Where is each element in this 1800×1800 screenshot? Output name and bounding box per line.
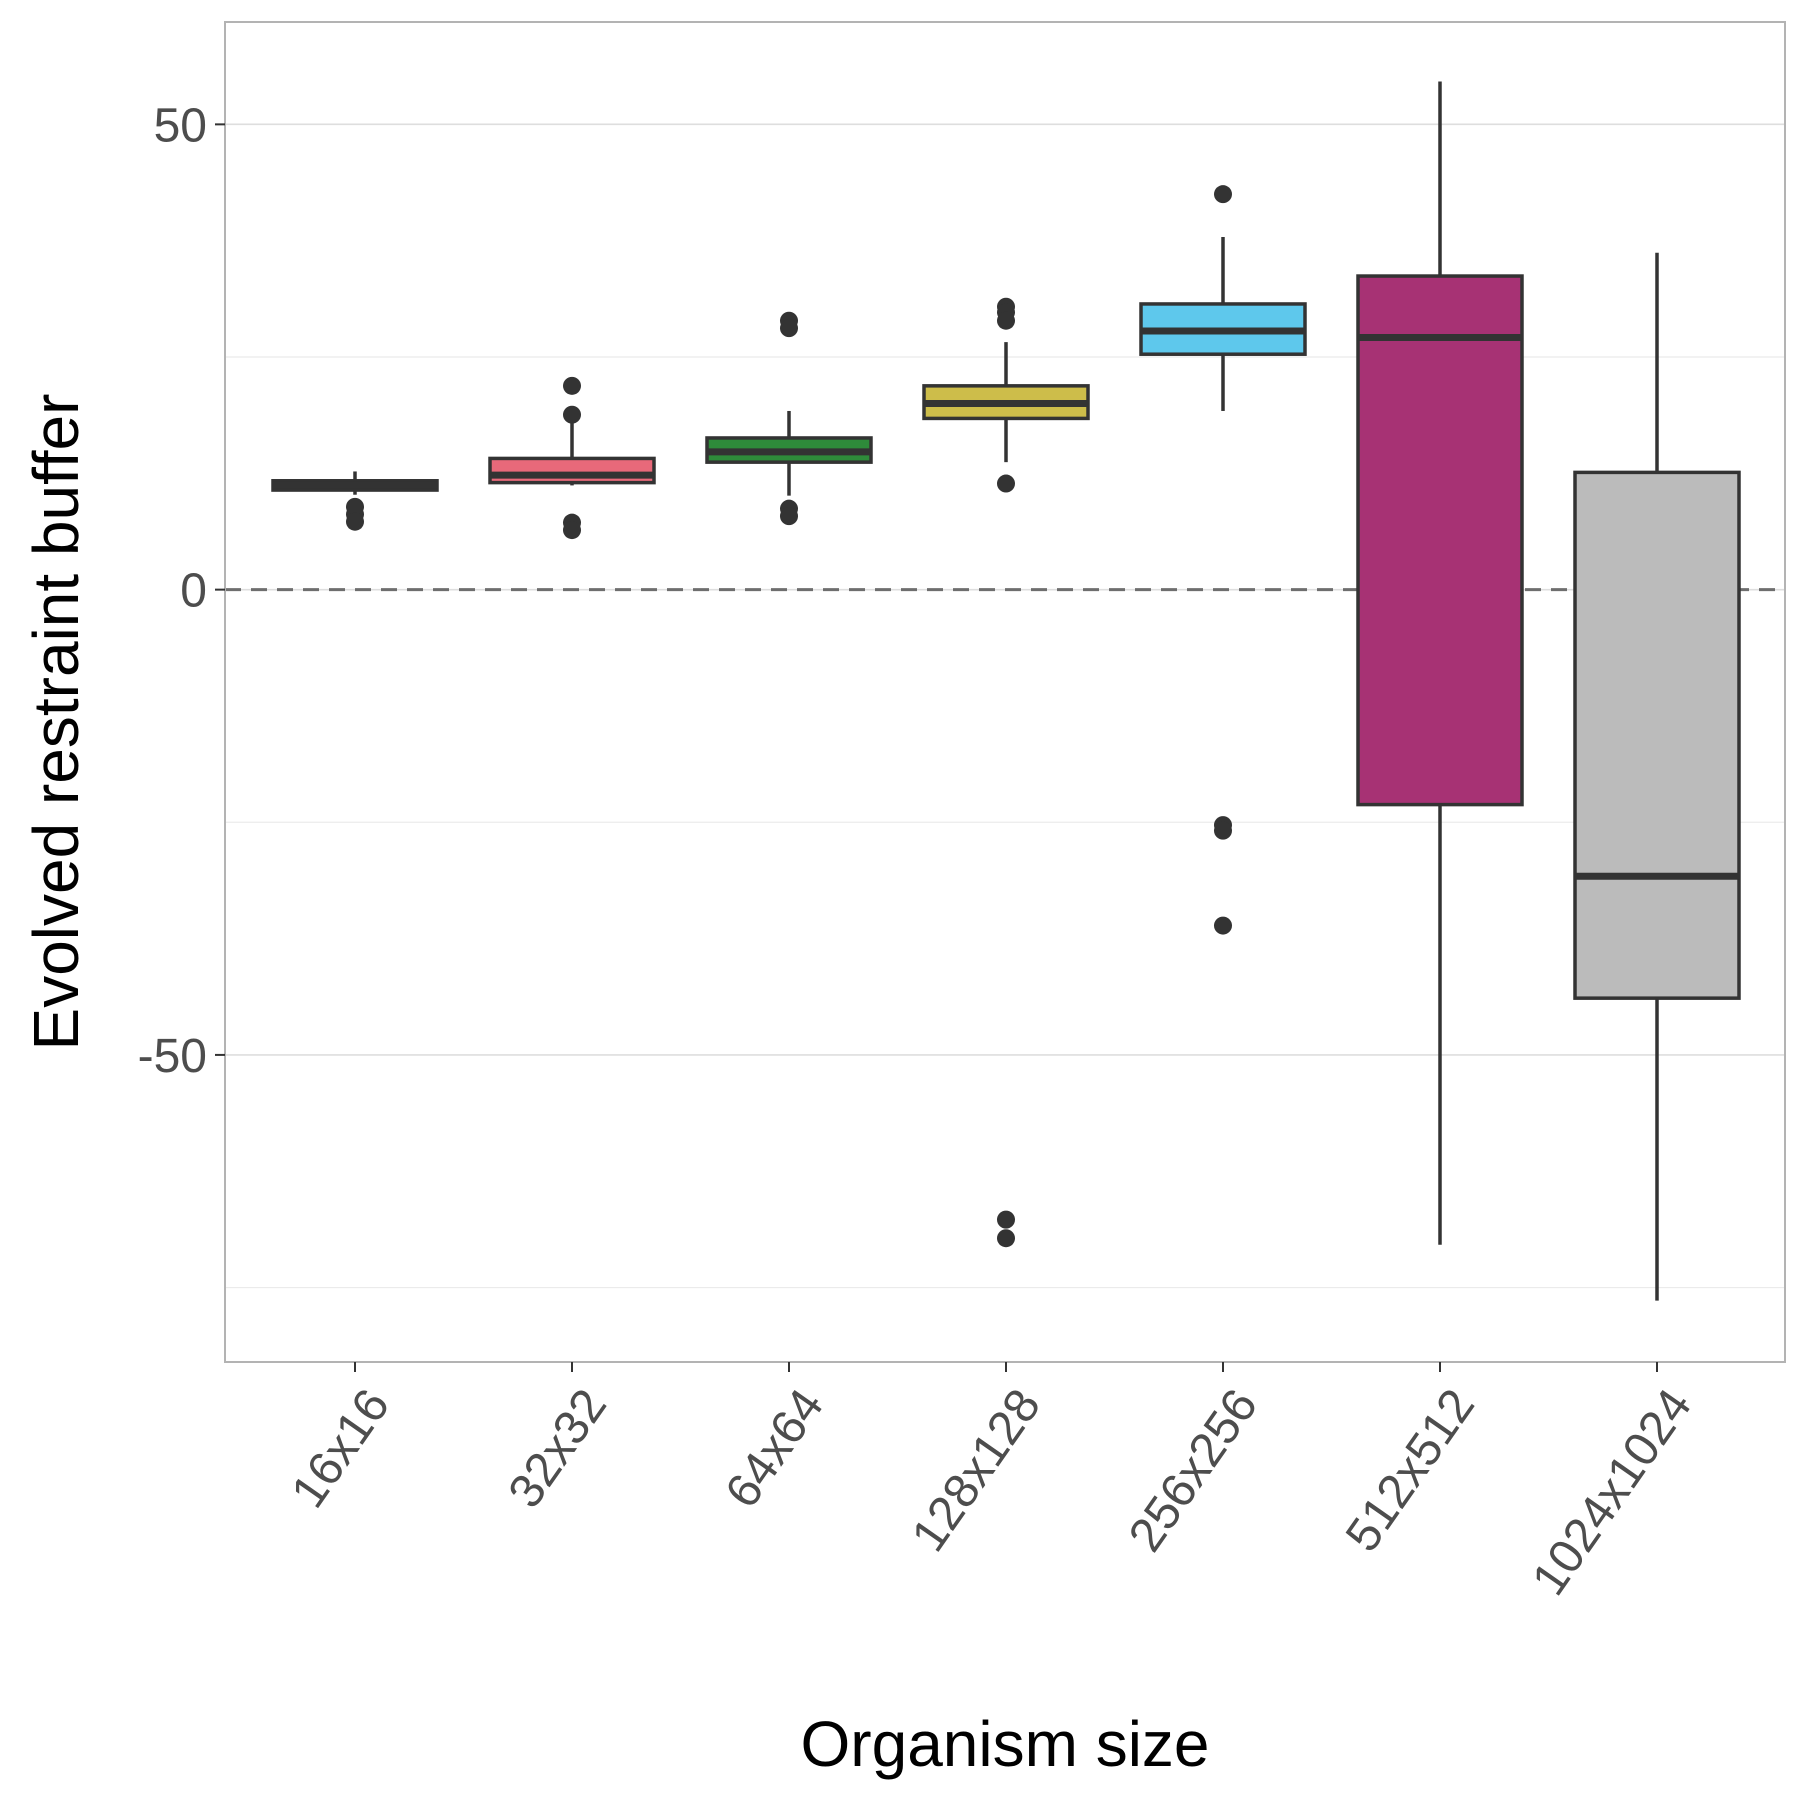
outlier-point [563,521,581,540]
box-256x256 [1139,185,1307,935]
box-iqr [1356,274,1524,807]
x-tick-label: 16x16 [282,1380,400,1518]
x-axis-title: Organism size [801,1708,1210,1780]
y-tick-label: 0 [180,565,207,618]
outlier-point [997,474,1015,493]
y-axis-title: Evolved restraint buffer [20,394,92,1051]
box-512x512 [1356,81,1524,1245]
box-64x64 [705,311,873,526]
x-tick-label: 32x32 [499,1380,617,1518]
outlier-point [780,319,798,338]
y-tick-label: -50 [138,1030,207,1083]
box-16x16 [271,471,439,531]
box-128x128 [922,297,1090,1248]
outlier-point [780,507,798,526]
outlier-point [997,1210,1015,1229]
outlier-point [1214,185,1232,204]
box-32x32 [488,376,656,540]
x-tick-label: 1024x1024 [1522,1380,1702,1605]
outlier-point [1214,916,1232,935]
x-tick-label: 128x128 [902,1380,1051,1561]
box-1024x1024 [1573,252,1741,1301]
box-iqr [1573,470,1741,1000]
x-tick-label: 64x64 [716,1380,834,1518]
x-tick-label: 256x256 [1119,1380,1268,1561]
outlier-point [563,405,581,424]
x-tick-label: 512x512 [1336,1380,1485,1561]
plot-panel-border [224,21,1786,1363]
outlier-point [997,1229,1015,1248]
outlier-point [997,311,1015,330]
box-iqr [488,456,656,485]
y-tick-label: 50 [154,99,207,152]
outlier-point [346,512,364,531]
outlier-point [563,376,581,395]
boxes [271,81,1741,1301]
outlier-point [1214,821,1232,840]
outlier-point [346,497,364,516]
